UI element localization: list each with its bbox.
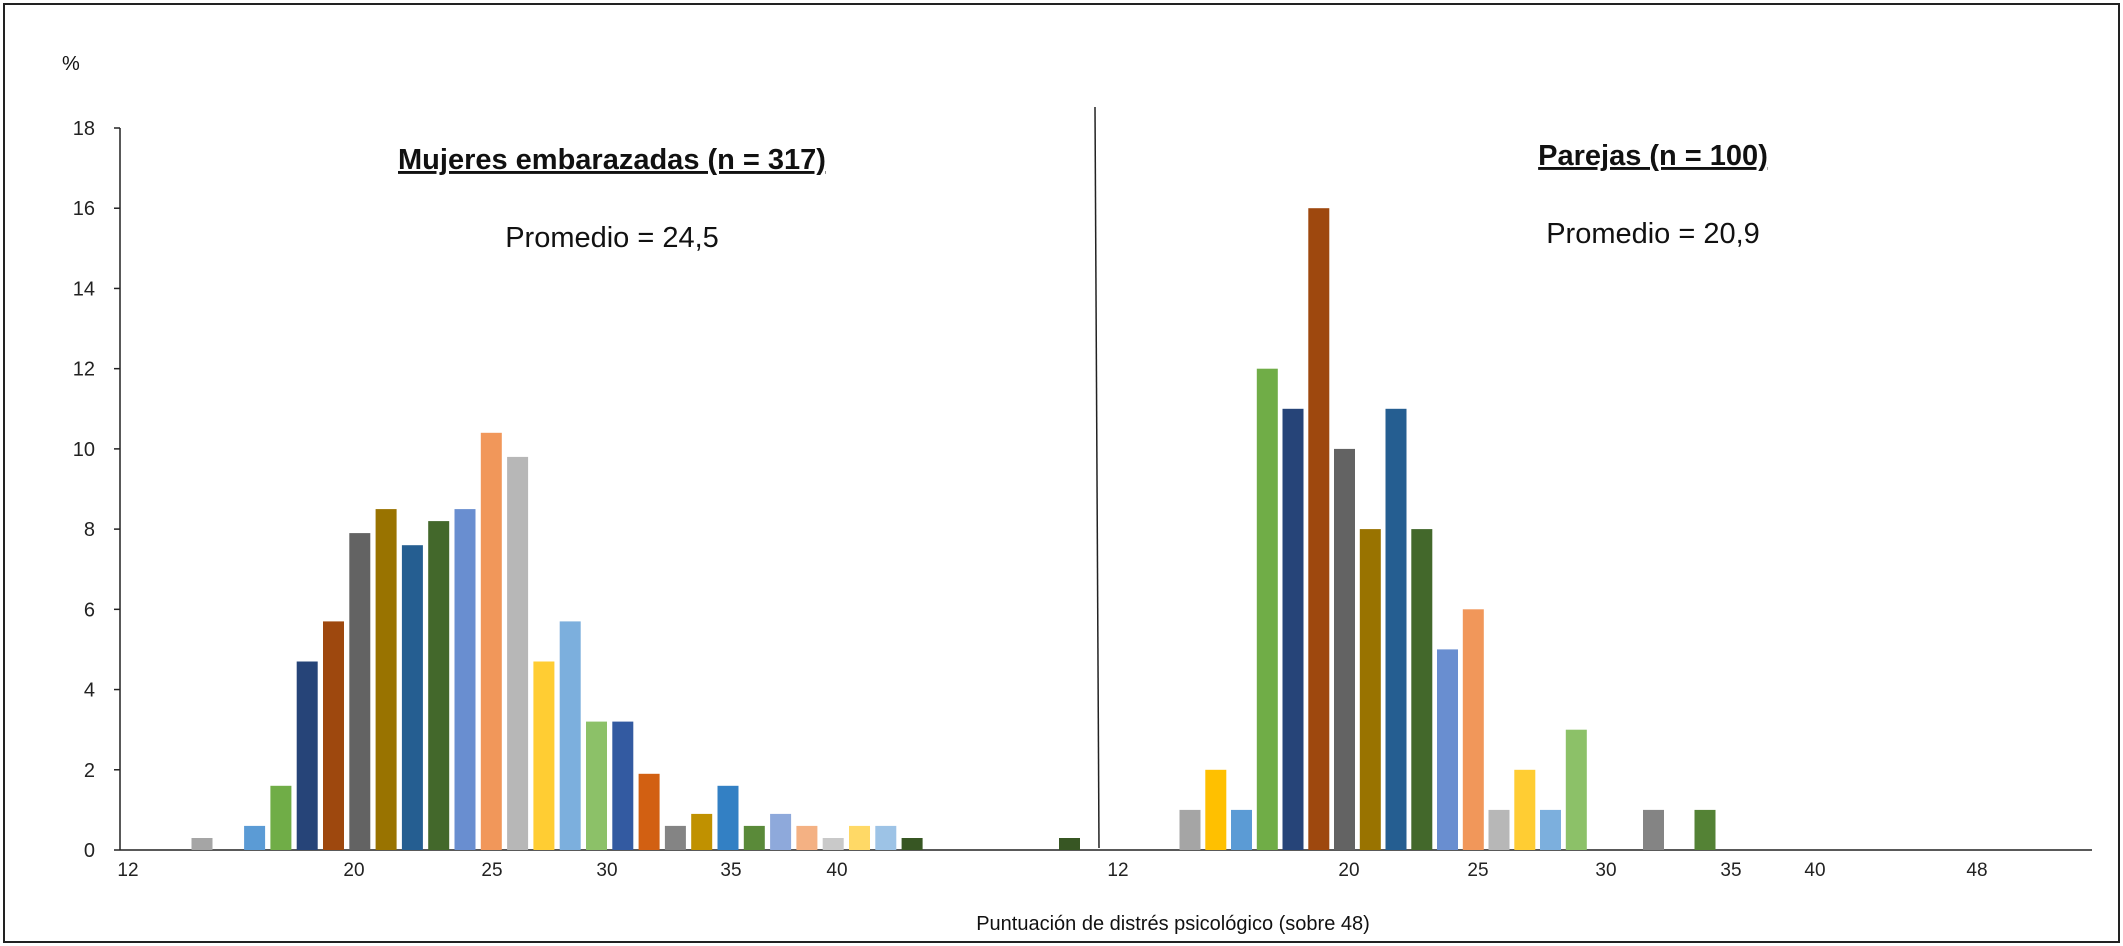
bar-panel2-score-30	[1565, 729, 1587, 850]
bar-panel1-score-32	[664, 825, 686, 850]
bar-panel2-score-16	[1205, 769, 1227, 850]
x-tick-label: 40	[826, 860, 847, 881]
bar-panel1-score-20	[349, 533, 371, 850]
bar-panel1-score-22	[401, 545, 423, 850]
bar-panel2-score-20	[1308, 208, 1330, 850]
y-tick-label: 8	[84, 519, 95, 541]
y-tick-label: 0	[84, 840, 95, 862]
bar-panel1-score-27	[533, 661, 555, 850]
x-axis-title: Puntuación de distrés psicológico (sobre…	[976, 913, 1370, 935]
bar-panel2-score-28	[1514, 769, 1536, 850]
x-axis: 12 20 25 30 35 40 12 20 25 30 35 40 48	[117, 849, 2092, 881]
bar-panel1-score-17	[270, 785, 292, 850]
x-tick-label: 20	[1338, 860, 1359, 881]
bar-panel1-tail	[1059, 838, 1080, 850]
y-tick-label: 18	[73, 118, 95, 140]
bar-panel2-score-17	[1231, 809, 1252, 850]
panel-title-pregnant: Mujeres embarazadas (n = 317)	[398, 144, 826, 176]
bar-panel1-score-30	[612, 721, 634, 850]
x-tick-label: 20	[343, 860, 364, 881]
bar-panel1-score-26	[507, 456, 529, 850]
bar-panel2-score-19	[1282, 408, 1304, 850]
bar-panel2-score-18	[1256, 368, 1278, 850]
bar-panel2-score-23	[1385, 408, 1407, 850]
bar-panel1-score-24	[454, 509, 476, 850]
bar-panel2-score-27	[1488, 809, 1510, 850]
bar-panel1-score-41	[901, 838, 923, 850]
bar-panel1-score-36	[770, 813, 792, 850]
bar-panel2-score-15	[1179, 809, 1201, 850]
bar-panel2-score-26	[1462, 609, 1484, 850]
x-tick-label: 12	[1107, 860, 1128, 881]
bar-panel1-score-39	[849, 825, 870, 850]
bar-panel1-score-40	[875, 825, 897, 850]
x-tick-label: 30	[596, 860, 617, 881]
bar-panel1-score-28	[559, 621, 581, 850]
bar-panel2-score-33	[1643, 809, 1664, 850]
bar-panel1-score-19	[323, 621, 344, 850]
bar-panel1-score-25	[480, 432, 502, 850]
y-axis: 0 2 4 6 8 10 12 14 16 18	[73, 118, 121, 862]
bars	[191, 208, 1716, 850]
panel-divider	[1094, 106, 1100, 849]
bar-panel1-score-29	[586, 721, 607, 850]
y-tick-label: 10	[73, 439, 95, 461]
x-tick-label: 35	[1720, 860, 1741, 881]
x-tick-label: 30	[1595, 860, 1616, 881]
bar-panel2-score-29	[1540, 809, 1561, 850]
bar-panel1-score-34	[717, 785, 739, 850]
bar-panel1-score-18	[296, 661, 318, 850]
bar-panel1-score-37	[796, 825, 818, 850]
bar-panel1-score-16	[244, 825, 266, 850]
y-axis-title: %	[62, 53, 80, 75]
x-tick-label: 25	[481, 860, 502, 881]
x-tick-label: 12	[117, 860, 138, 881]
x-tick-label: 48	[1966, 860, 1987, 881]
y-tick-label: 16	[73, 198, 95, 220]
y-tick-label: 6	[84, 599, 95, 621]
y-tick-label: 14	[73, 278, 95, 300]
y-tick-label: 2	[84, 760, 95, 782]
panel-title-partners: Parejas (n = 100)	[1538, 140, 1768, 172]
bar-panel1-score-38	[822, 838, 844, 850]
bar-panel2-score-22	[1359, 529, 1381, 850]
y-tick-label: 12	[73, 359, 95, 381]
bar-panel1-score-31	[638, 773, 660, 850]
panel-mean-pregnant: Promedio = 24,5	[505, 222, 719, 254]
bar-panel1-score-23	[428, 521, 450, 850]
bar-panel2-score-21	[1334, 448, 1355, 850]
y-tick-label: 4	[84, 680, 95, 702]
x-tick-label: 25	[1467, 860, 1488, 881]
bar-panel1-score-33	[691, 813, 713, 850]
bar-panel1-score-14	[191, 838, 213, 850]
bar-panel2-score-24	[1411, 529, 1433, 850]
bar-panel2-score-25	[1437, 649, 1458, 850]
x-tick-label: 40	[1804, 860, 1825, 881]
x-tick-label: 35	[720, 860, 741, 881]
bar-panel1-score-21	[375, 509, 397, 850]
bar-panel1-score-35	[743, 825, 765, 850]
panel-mean-partners: Promedio = 20,9	[1546, 218, 1760, 250]
bar-panel2-score-35	[1694, 809, 1716, 850]
